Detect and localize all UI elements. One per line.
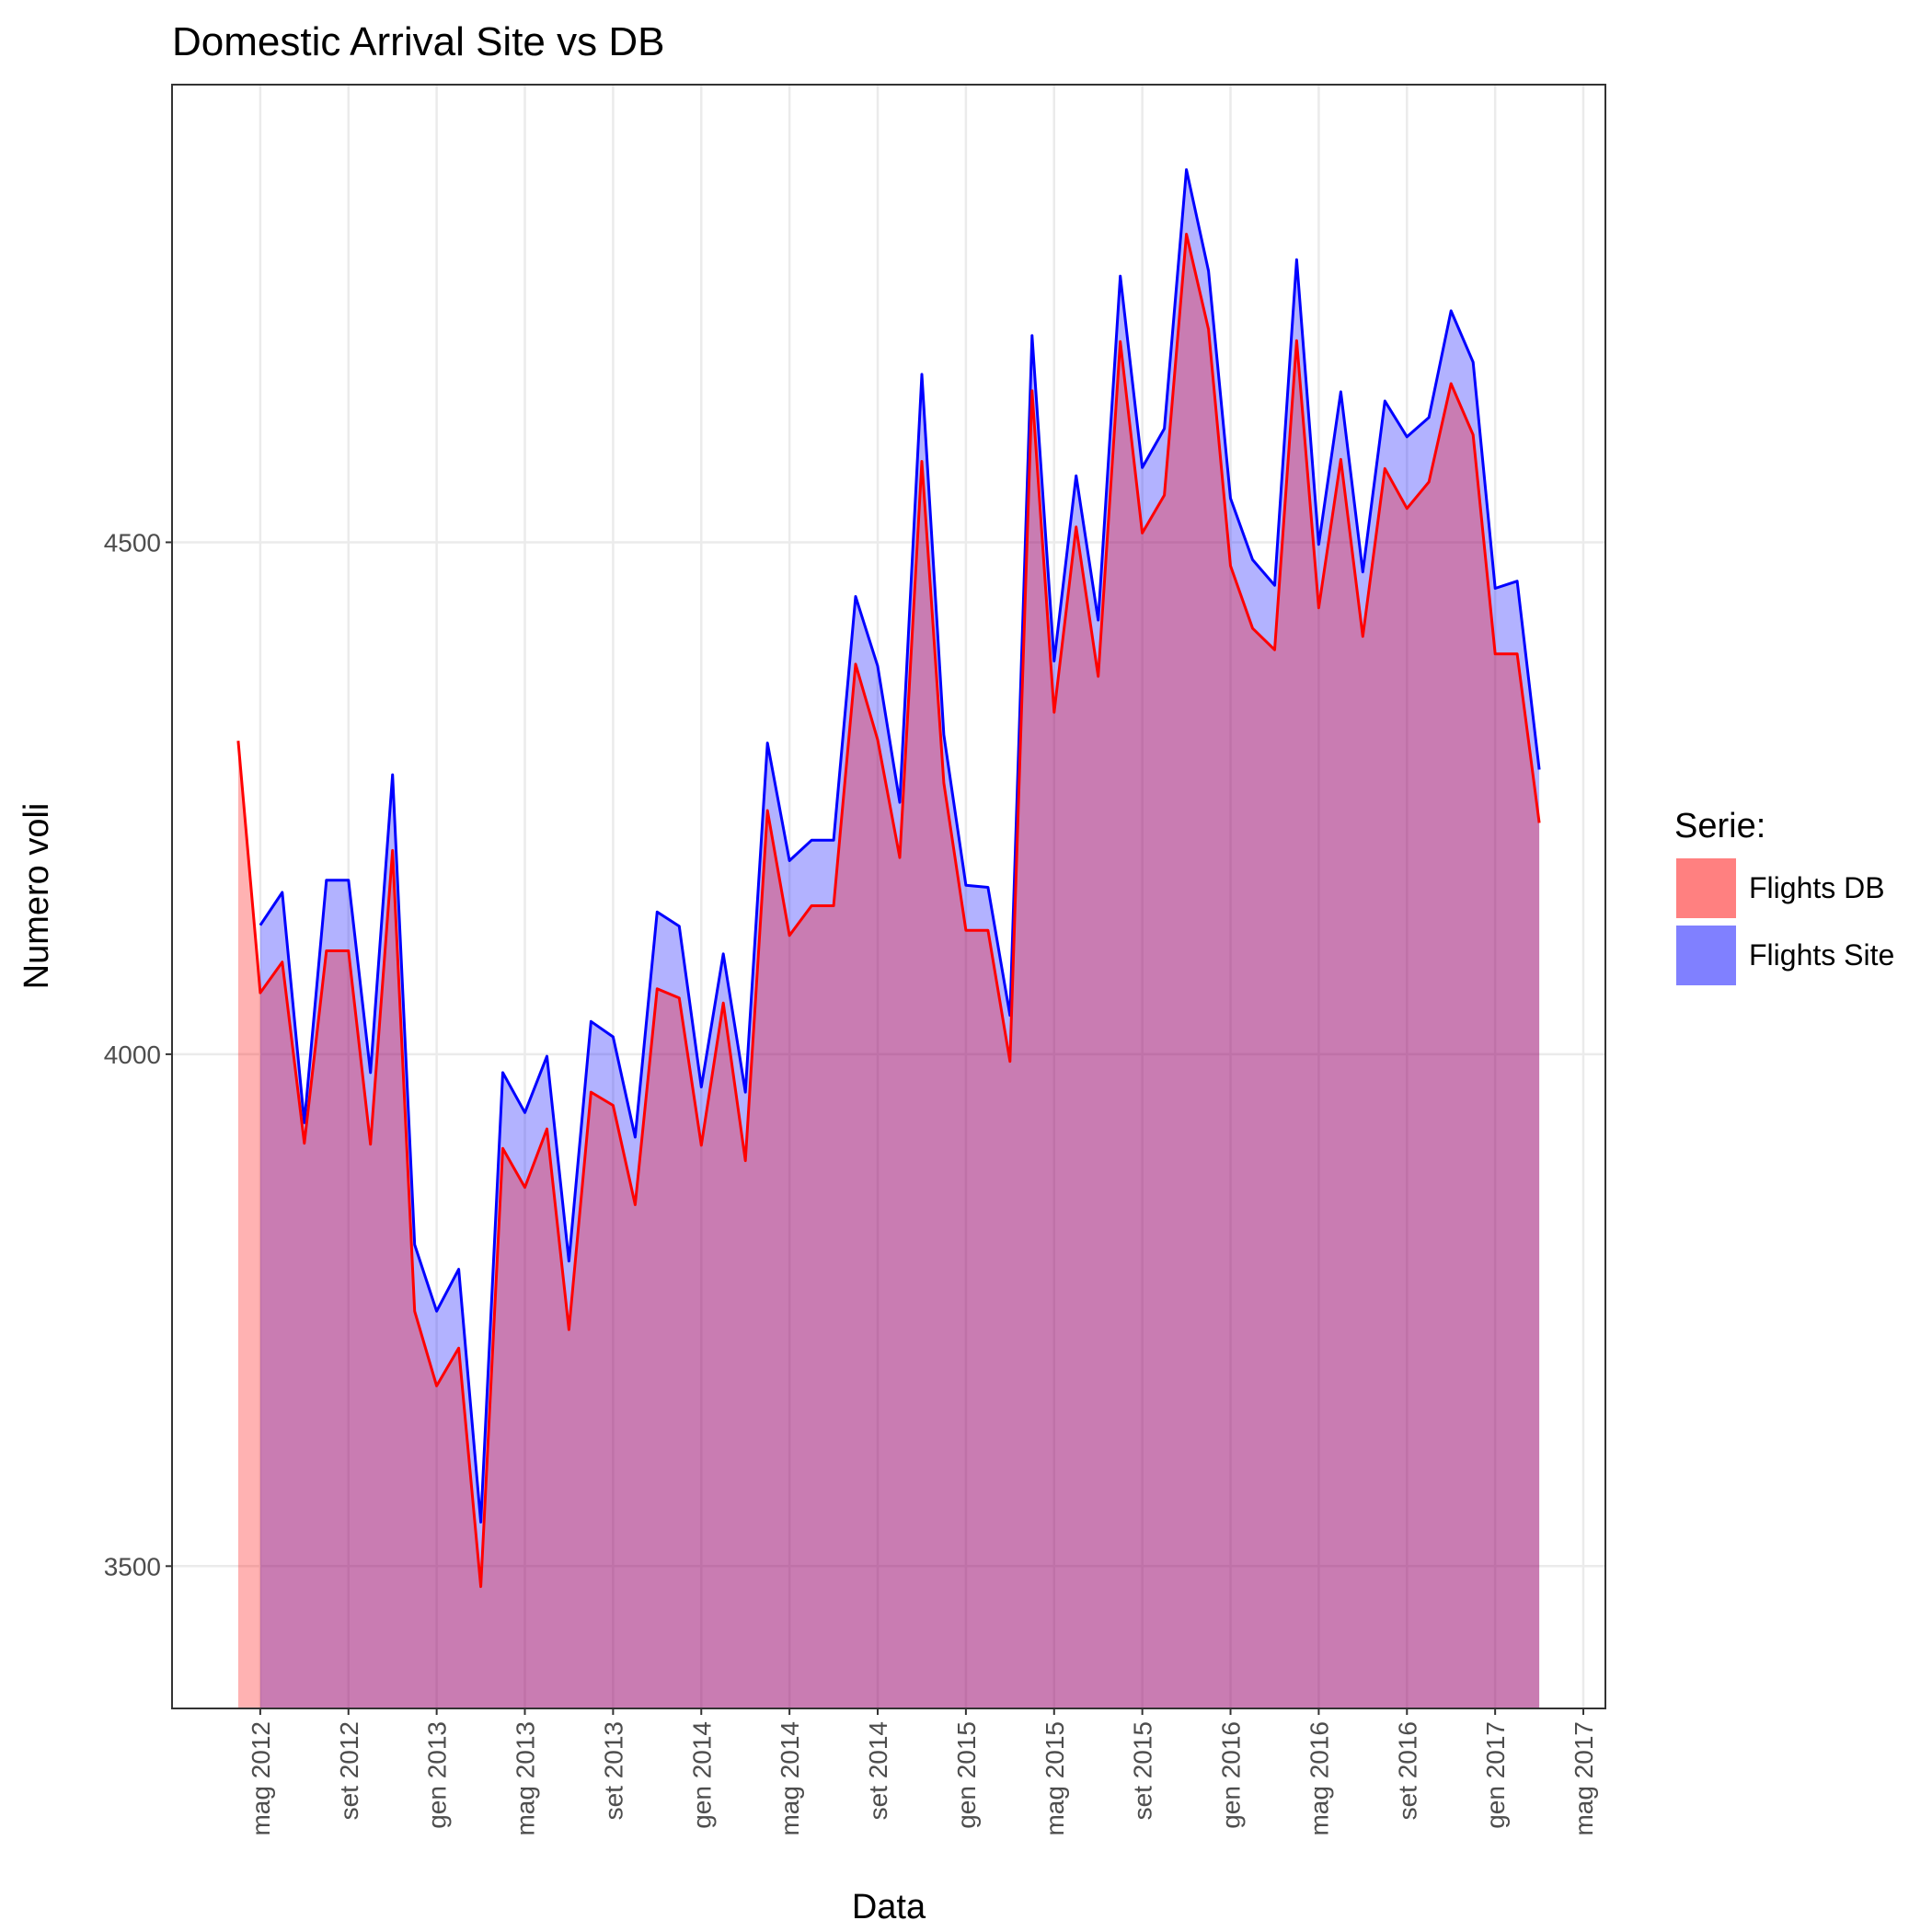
legend-key [1674, 857, 1738, 920]
y-tick-label: 4500 [104, 528, 161, 557]
x-tick-label: set 2012 [335, 1721, 363, 1820]
y-tick-label: 4000 [104, 1041, 161, 1069]
x-tick-label: mag 2015 [1041, 1721, 1069, 1836]
legend-key [1674, 924, 1738, 987]
x-tick-label: set 2014 [864, 1721, 892, 1820]
x-tick-label: set 2013 [599, 1721, 627, 1820]
x-tick-label: gen 2014 [687, 1721, 716, 1829]
x-tick-label: set 2015 [1129, 1721, 1157, 1820]
plot-background [172, 85, 1605, 1708]
area [259, 169, 1540, 1708]
legend-label: Flights DB [1749, 871, 1885, 904]
legend-label: Flights Site [1749, 938, 1894, 972]
x-tick-label: gen 2013 [423, 1721, 452, 1829]
line [236, 233, 1541, 1589]
line [259, 167, 1541, 1524]
x-tick-label: mag 2012 [247, 1721, 275, 1836]
plot-border [171, 84, 1606, 1709]
x-tick-label: gen 2015 [952, 1721, 981, 1829]
x-axis-label: Data [852, 1888, 926, 1926]
chart-title: Domestic Arrival Site vs DB [172, 19, 664, 64]
area [237, 234, 1540, 1708]
x-tick-label: mag 2017 [1570, 1721, 1598, 1836]
y-axis-label: Numero voli [17, 803, 56, 990]
legend-title: Serie: [1674, 807, 1765, 845]
x-tick-label: mag 2016 [1305, 1721, 1333, 1836]
x-tick-label: gen 2017 [1481, 1721, 1510, 1829]
y-tick-label: 3500 [104, 1552, 161, 1581]
x-tick-label: mag 2013 [512, 1721, 540, 1836]
x-tick-label: mag 2014 [776, 1721, 804, 1836]
x-tick-label: set 2016 [1393, 1721, 1421, 1820]
x-tick-label: gen 2016 [1217, 1721, 1246, 1829]
